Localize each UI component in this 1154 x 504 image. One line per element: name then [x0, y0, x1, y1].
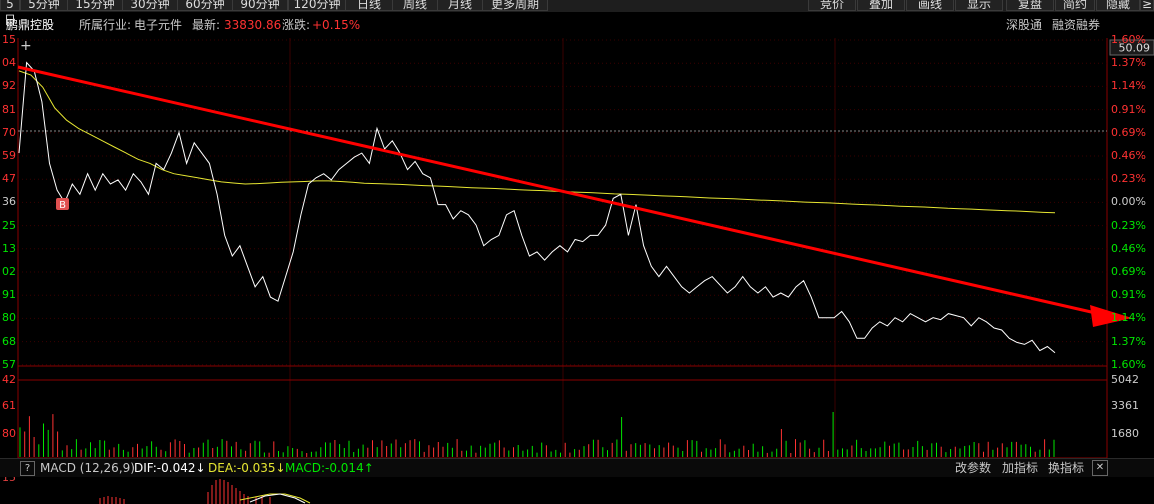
latest-label: 最新: — [192, 18, 221, 32]
macd-indicator-bar: ? MACD (12,26,9) DIF:-0.042↓ DEA:-0.035↓… — [0, 458, 1154, 477]
tool-tab[interactable]: 画线 — [906, 0, 954, 11]
tool-tab[interactable]: 简约 — [1055, 0, 1095, 11]
price-axis-label: 04 — [2, 56, 16, 70]
trend-arrow-icon — [1090, 305, 1132, 327]
chart-grid — [17, 38, 1108, 459]
percent-axis-label: 1.37% — [1111, 334, 1146, 348]
macd-bars — [99, 479, 311, 504]
industry-value[interactable]: 电子元件 — [134, 18, 183, 32]
percent-axis-label: 0.46% — [1111, 241, 1146, 255]
tool-tab[interactable]: 叠加 — [857, 0, 905, 11]
edit-params-button[interactable]: 改参数 — [955, 461, 992, 475]
tool-tab[interactable]: 显示 — [955, 0, 1003, 11]
percent-axis-label: 1.37% — [1111, 56, 1146, 70]
price-axis-label: 15 — [2, 33, 16, 46]
percent-axis-label: 0.23% — [1111, 218, 1146, 232]
price-axis-label: 25 — [2, 218, 16, 232]
volume-axis-label-left: 42 — [2, 373, 16, 386]
price-axis-label: 81 — [2, 102, 16, 116]
price-badge: 50.09 — [1119, 42, 1151, 55]
help-icon[interactable]: ? — [20, 461, 35, 476]
link-shenzhen-connect[interactable]: 深股通 — [1006, 18, 1043, 32]
buy-marker[interactable]: B — [56, 198, 69, 211]
price-axis-label: 91 — [2, 288, 16, 302]
percent-axis-label: 1.60% — [1111, 33, 1146, 46]
macd-value: MACD:-0.014↑ — [285, 461, 374, 475]
period-toolbar: 5日 5分钟 15分钟 30分钟 60分钟 90分钟 120分钟 日线 周线 月线 更多周期 竞价叠… — [0, 0, 1154, 27]
period-tab[interactable]: 5日 — [0, 0, 20, 27]
volume-axis-label-right: 5042 — [1111, 373, 1139, 386]
tool-tab[interactable]: 隐藏 — [1096, 0, 1140, 11]
percent-axis-label: 0.69% — [1111, 125, 1146, 139]
link-margin-trading[interactable]: 融资融券 — [1052, 18, 1101, 32]
percent-axis-label: 0.91% — [1111, 288, 1146, 302]
price-axis-label: 80 — [2, 311, 16, 325]
close-icon[interactable]: ✕ — [1092, 460, 1108, 476]
change-label: 涨跌: — [282, 18, 311, 32]
trend-line[interactable] — [17, 65, 1101, 316]
volume-axis-label-left: 80 — [2, 427, 16, 440]
price-axis-label: 70 — [2, 125, 16, 139]
macd-dif: DIF:-0.042↓ — [134, 461, 206, 475]
latest-value: 33830.86 — [224, 18, 282, 32]
percent-axis-label: 0.00% — [1111, 195, 1146, 209]
price-axis-label: 36 — [2, 195, 16, 209]
percent-axis-label: 1.14% — [1111, 311, 1146, 325]
price-line — [18, 61, 1056, 354]
tool-tab[interactable]: 复盘 — [1006, 0, 1054, 11]
macd-dea: DEA:-0.035↓ — [208, 461, 286, 475]
price-axis-label: 92 — [2, 79, 16, 93]
buy-marker-label: B — [59, 200, 66, 211]
volume-axis-label-right: 3361 — [1111, 399, 1139, 412]
price-badge-box — [1109, 39, 1154, 56]
stock-info-bar: 鹏鼎控股 所属行业: 电子元件 最新: 33830.86 涨跌: +0.15% … — [0, 14, 1154, 36]
volume-axis-label-right: 1680 — [1111, 427, 1139, 440]
volume-axis-label-left: 61 — [2, 399, 16, 412]
change-value: +0.15% — [312, 18, 361, 32]
percent-axis-label: 0.69% — [1111, 265, 1146, 278]
price-axis-label: 59 — [2, 149, 16, 162]
plus-icon[interactable]: + — [20, 38, 32, 54]
add-indicator-button[interactable]: 加指标 — [1002, 461, 1039, 475]
industry-label: 所属行业: — [79, 18, 132, 32]
percent-axis-label: 0.91% — [1111, 102, 1146, 116]
percent-axis-label: 1.60% — [1111, 357, 1146, 371]
dif-line — [249, 493, 306, 504]
tool-tab[interactable]: 竞价 — [808, 0, 856, 11]
average-price-line — [18, 70, 1056, 214]
stock-name[interactable]: 鹏鼎控股 — [6, 18, 55, 32]
switch-indicator-button[interactable]: 换指标 — [1048, 461, 1085, 475]
price-axis-label: 68 — [2, 334, 16, 348]
price-axis-label: 13 — [2, 241, 16, 255]
period-tab[interactable]: 更多周期 — [482, 0, 548, 11]
price-axis-label: 57 — [2, 357, 16, 371]
period-tab[interactable]: 90分钟 — [232, 0, 288, 11]
price-axis-label: 02 — [2, 265, 16, 278]
percent-axis-label: 0.23% — [1111, 172, 1146, 186]
volume-bars — [19, 412, 1055, 457]
percent-axis-label: 1.14% — [1111, 79, 1146, 93]
price-axis-label: 47 — [2, 172, 16, 186]
macd-name[interactable]: MACD (12,26,9) — [40, 461, 135, 475]
percent-axis-label: 0.46% — [1111, 149, 1146, 162]
